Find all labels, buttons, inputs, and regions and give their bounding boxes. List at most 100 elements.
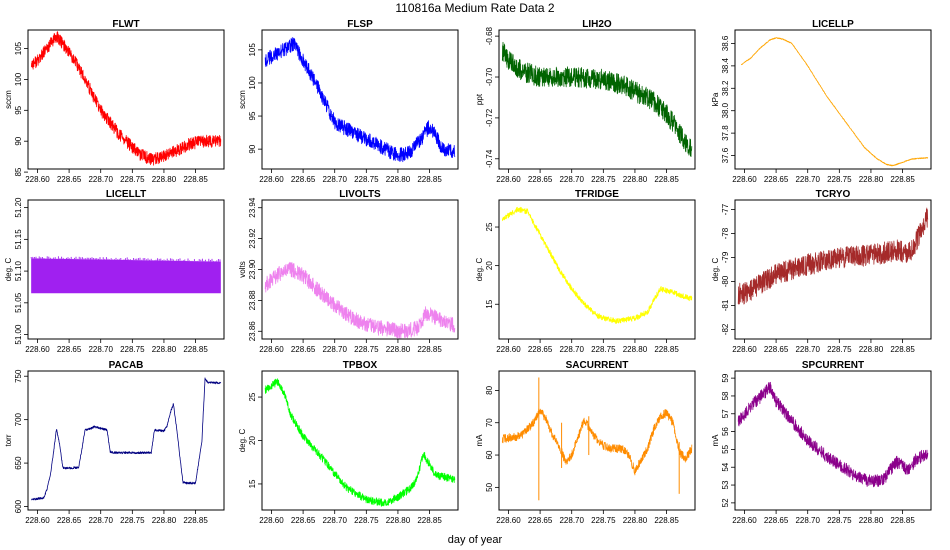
data-layer xyxy=(501,206,693,325)
y-tick-label: 85 xyxy=(14,167,23,176)
y-tick-label: 56 xyxy=(721,427,730,436)
chart-panel-sacurrent: SACURRENT 228.60 228.65 228.70 228.75 228.80 2… xyxy=(475,360,696,525)
y-axis-label: volts xyxy=(238,261,247,277)
plot-frame xyxy=(27,370,225,511)
data-series-line xyxy=(30,31,222,166)
y-tick-label: -77 xyxy=(721,203,730,215)
y-tick-label: 51.10 xyxy=(14,261,23,282)
plot-frame xyxy=(27,199,225,340)
x-tick-label: 228.80 xyxy=(386,345,411,354)
x-tick-label: 228.60 xyxy=(496,516,521,525)
y-tick-label: 50 xyxy=(485,482,494,491)
y-axis-label: mA xyxy=(475,434,484,447)
x-tick-label: 228.85 xyxy=(890,175,915,184)
x-tick-label: 228.75 xyxy=(591,175,616,184)
chart-panel-tcryo: TCRYO 228.60 228.65 228.70 228.75 228.80 228.8… xyxy=(711,189,932,354)
data-band xyxy=(31,258,221,294)
x-tick-label: 228.75 xyxy=(354,175,379,184)
y-tick-label: 23.90 xyxy=(248,259,257,280)
x-tick-label: 228.85 xyxy=(417,345,442,354)
x-tick-label: 228.70 xyxy=(322,175,347,184)
x-tick-label: 228.60 xyxy=(259,516,284,525)
x-tick-label: 228.85 xyxy=(417,516,442,525)
y-tick-label: 650 xyxy=(14,456,23,470)
panel-title: TPBOX xyxy=(343,360,378,371)
y-tick-label: 95 xyxy=(14,105,23,114)
x-tick-label: 228.75 xyxy=(354,345,379,354)
chart-panel-livolts: LIVOLTS 228.60 228.65 228.70 228.75 228.80 228… xyxy=(238,189,459,354)
x-tick-label: 228.60 xyxy=(25,175,50,184)
y-tick-label: 23.86 xyxy=(248,321,257,342)
x-tick-label: 228.75 xyxy=(591,345,616,354)
x-tick-label: 228.85 xyxy=(183,345,208,354)
y-tick-label: 105 xyxy=(14,41,23,55)
y-tick-label: 38.2 xyxy=(721,80,730,96)
x-tick-label: 228.65 xyxy=(528,516,553,525)
y-tick-label: 20 xyxy=(248,436,257,445)
y-tick-label: 55 xyxy=(721,444,730,453)
x-tick-label: 228.75 xyxy=(827,175,852,184)
data-series-line xyxy=(737,207,929,305)
data-layer xyxy=(30,256,221,294)
y-tick-label: 53 xyxy=(721,480,730,489)
data-series-line xyxy=(264,378,456,507)
panel-grid: FLWT 228.60 228.65 228.70 228.75 228.80 228.85… xyxy=(4,19,932,525)
panel-title: TFRIDGE xyxy=(575,189,619,200)
data-layer xyxy=(737,207,929,305)
y-tick-label: 52 xyxy=(721,498,730,507)
x-tick-label: 228.85 xyxy=(654,345,679,354)
y-tick-label: -79 xyxy=(721,251,730,263)
panel-title: LICELLT xyxy=(106,189,146,200)
panel-title: SACURRENT xyxy=(566,360,629,371)
data-series-line xyxy=(501,206,693,325)
y-tick-label: 25 xyxy=(485,222,494,231)
y-axis-label: ppt xyxy=(475,93,484,105)
x-tick-label: 228.80 xyxy=(386,175,411,184)
panel-title: FLWT xyxy=(112,19,139,30)
x-axis-label: day of year xyxy=(448,534,503,546)
y-axis-label: kPa xyxy=(711,92,720,106)
y-tick-label: 51.15 xyxy=(14,229,23,250)
data-series-line xyxy=(264,37,456,163)
plot-frame xyxy=(734,370,932,511)
panel-title: SPCURRENT xyxy=(802,360,864,371)
plot-frame xyxy=(734,199,932,340)
x-tick-label: 228.60 xyxy=(732,345,757,354)
y-tick-label: 37.6 xyxy=(721,147,730,163)
y-tick-label: 23.88 xyxy=(248,290,257,311)
y-axis-label: deg. C xyxy=(711,257,720,281)
y-axis-label: mA xyxy=(711,434,720,447)
plot-frame xyxy=(261,29,459,170)
x-tick-label: 228.70 xyxy=(88,175,113,184)
x-tick-label: 228.80 xyxy=(152,516,177,525)
x-tick-label: 228.80 xyxy=(152,175,177,184)
panel-title: LIH2O xyxy=(582,19,612,30)
data-layer xyxy=(501,377,693,501)
x-tick-label: 228.70 xyxy=(322,345,347,354)
x-tick-label: 228.70 xyxy=(559,516,584,525)
y-tick-label: -0.74 xyxy=(485,149,494,168)
y-tick-label: -81 xyxy=(721,299,730,311)
x-tick-label: 228.65 xyxy=(764,345,789,354)
y-axis-label: sccm xyxy=(238,90,247,109)
y-tick-label: 51.00 xyxy=(14,324,23,345)
y-tick-label: 51.05 xyxy=(14,292,23,313)
x-tick-label: 228.65 xyxy=(57,516,82,525)
y-tick-label: 105 xyxy=(248,43,257,57)
x-tick-label: 228.80 xyxy=(386,516,411,525)
x-tick-label: 228.85 xyxy=(890,516,915,525)
y-tick-label: 58 xyxy=(721,391,730,400)
x-tick-label: 228.80 xyxy=(859,345,884,354)
data-layer xyxy=(264,37,456,163)
x-tick-label: 228.60 xyxy=(496,175,521,184)
plot-frame xyxy=(498,370,696,511)
y-tick-label: 60 xyxy=(485,450,494,459)
y-tick-label: 90 xyxy=(14,136,23,145)
y-tick-label: 23.94 xyxy=(248,197,257,218)
plot-frame xyxy=(498,29,696,170)
x-tick-label: 228.80 xyxy=(859,175,884,184)
x-tick-label: 228.70 xyxy=(88,516,113,525)
y-tick-label: 59 xyxy=(721,373,730,382)
x-tick-label: 228.60 xyxy=(496,345,521,354)
y-axis-label: torr xyxy=(4,434,13,446)
